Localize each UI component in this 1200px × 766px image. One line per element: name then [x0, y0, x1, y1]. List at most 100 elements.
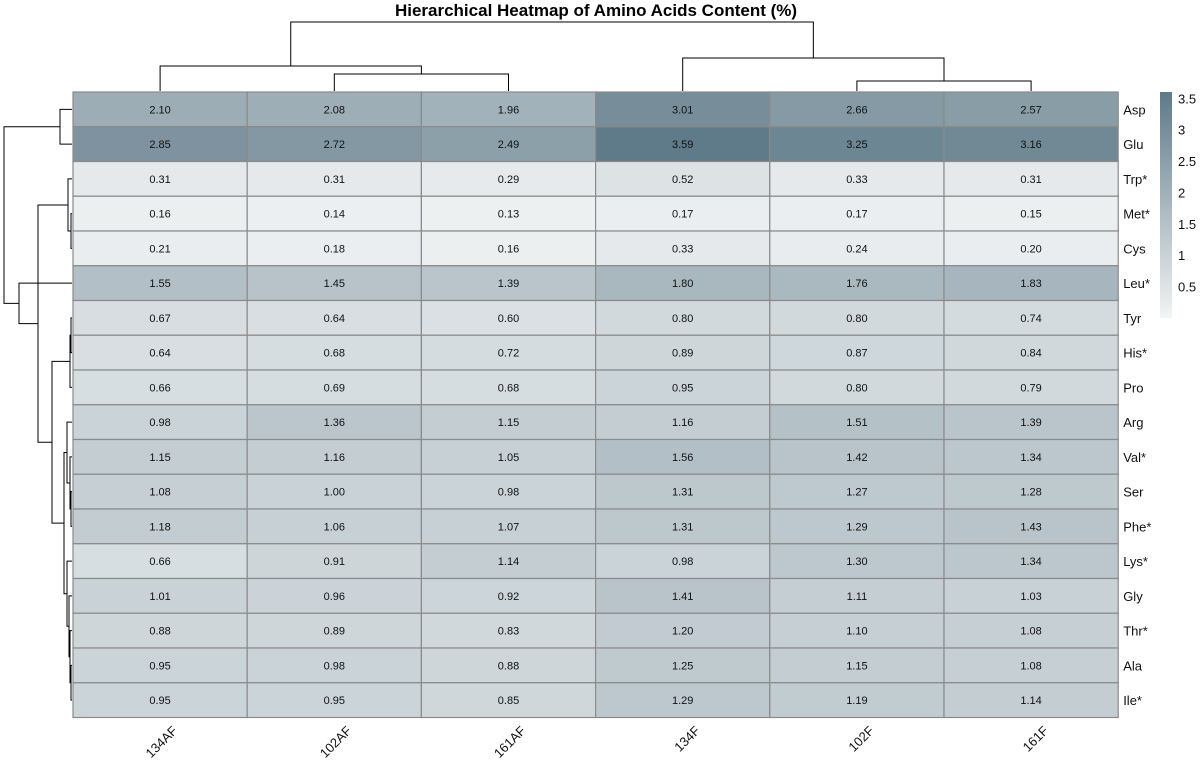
cell-value-label: 1.10: [846, 626, 867, 638]
heatmap-cell: [420, 543, 597, 580]
heatmap-cell: [943, 126, 1119, 163]
cell-value-label: 1.01: [149, 591, 170, 603]
cell-value-label: 0.98: [498, 487, 519, 499]
cell-value-label: 0.85: [498, 695, 519, 707]
cell-value-label: 1.34: [1020, 452, 1041, 464]
cell-value-label: 1.51: [846, 417, 867, 429]
heatmap-cell: [420, 160, 597, 197]
cell-value-label: 2.72: [324, 139, 345, 151]
heatmap-cell: [594, 334, 771, 371]
heatmap-cell: [72, 577, 248, 614]
heatmap-cell: [943, 195, 1119, 232]
heatmap-cell: [594, 265, 771, 302]
row-label: Cys: [1123, 241, 1146, 256]
cell-value-label: 1.29: [672, 695, 693, 707]
cell-value-label: 0.91: [324, 556, 345, 568]
row-label: Glu: [1123, 137, 1143, 152]
cell-value-label: 0.52: [672, 174, 693, 186]
heatmap-cell: [769, 647, 945, 684]
heatmap-cell: [769, 126, 945, 163]
heatmap-cell: [72, 612, 248, 649]
heatmap-cell: [420, 647, 597, 684]
legend-tick-label: 3.5: [1178, 91, 1196, 106]
cell-value-label: 1.19: [846, 695, 867, 707]
cell-value-label: 0.92: [498, 591, 519, 603]
heatmap-cell: [420, 126, 597, 163]
cell-value-label: 1.36: [324, 417, 345, 429]
cell-value-label: 0.68: [498, 382, 519, 394]
heatmap-cell: [769, 369, 945, 406]
cell-value-label: 0.31: [1020, 174, 1041, 186]
cell-value-label: 1.14: [498, 556, 519, 568]
heatmap-cell: [246, 265, 422, 302]
row-label: Phe*: [1123, 519, 1151, 534]
cell-value-label: 1.11: [847, 591, 868, 603]
color-legend: 3.5 3 2.5 2 1.5 1 0.5: [1160, 91, 1196, 318]
cell-value-label: 0.87: [846, 348, 867, 360]
cell-value-label: 0.83: [498, 626, 519, 638]
cell-value-label: 0.33: [672, 243, 693, 255]
row-label: His*: [1123, 346, 1147, 361]
cell-value-label: 1.08: [1020, 660, 1041, 672]
heatmap-cell: [943, 473, 1119, 510]
row-label: Lys*: [1123, 554, 1148, 569]
row-dendrogram: [3, 108, 72, 701]
column-label: 102AF: [317, 723, 355, 761]
column-label: 134F: [671, 723, 703, 755]
cell-value-label: 1.07: [498, 521, 519, 533]
heatmap-cell: [72, 473, 248, 510]
cell-value-label: 1.80: [672, 278, 693, 290]
row-label: Asp: [1123, 102, 1145, 117]
dendrogram-link: [37, 204, 68, 443]
heatmap-cell: [769, 473, 945, 510]
heatmap-cells: 2.10 2.08 1.96 3.01 2.66 2.57 2.85 2.72 2.49 3.59…: [72, 91, 1119, 719]
heatmap-cell: [594, 647, 771, 684]
heatmap-cell: [246, 682, 422, 719]
cell-value-label: 1.03: [1020, 591, 1041, 603]
dendrogram-link: [59, 108, 72, 145]
heatmap-cell: [72, 438, 248, 475]
cell-value-label: 0.74: [1020, 313, 1041, 325]
heatmap-cell: [420, 369, 597, 406]
heatmap-cell: [72, 230, 248, 267]
dendrogram-link: [333, 73, 509, 91]
cell-value-label: 3.25: [846, 139, 867, 151]
cell-value-label: 1.76: [846, 278, 867, 290]
cell-value-label: 1.15: [846, 660, 867, 672]
heatmap-cell: [246, 230, 422, 267]
cell-value-label: 3.59: [672, 139, 693, 151]
cell-value-label: 1.83: [1020, 278, 1041, 290]
heatmap-cell: [594, 404, 771, 441]
legend-tick-label: 3: [1178, 123, 1185, 138]
cell-value-label: 0.95: [672, 382, 693, 394]
heatmap-cell: [246, 647, 422, 684]
heatmap-cell: [943, 160, 1119, 197]
cell-value-label: 0.68: [324, 348, 345, 360]
cell-value-label: 0.29: [498, 174, 519, 186]
cell-value-label: 1.20: [672, 626, 693, 638]
column-label: 161AF: [491, 723, 529, 761]
heatmap-cell: [246, 404, 422, 441]
cell-value-label: 1.00: [324, 487, 345, 499]
cell-value-label: 0.98: [324, 660, 345, 672]
cell-value-label: 0.95: [324, 695, 345, 707]
dendrogram-link: [682, 57, 945, 91]
cell-value-label: 1.16: [672, 417, 693, 429]
row-label: Leu*: [1123, 276, 1150, 291]
cell-value-label: 1.25: [672, 660, 693, 672]
chart-title: Hierarchical Heatmap of Amino Acids Cont…: [395, 1, 797, 20]
column-label: 102F: [845, 723, 877, 755]
cell-value-label: 0.17: [846, 209, 867, 221]
cell-value-label: 3.16: [1020, 139, 1041, 151]
column-label: 161F: [1020, 723, 1052, 755]
dendrogram-link: [70, 491, 72, 527]
cell-value-label: 2.66: [846, 104, 867, 116]
cell-value-label: 1.55: [149, 278, 170, 290]
heatmap-cell: [594, 577, 771, 614]
heatmap-cell: [943, 543, 1119, 580]
dendrogram-link: [70, 664, 72, 701]
cell-value-label: 0.80: [672, 313, 693, 325]
cell-value-label: 2.49: [498, 139, 519, 151]
cell-value-label: 1.45: [324, 278, 345, 290]
